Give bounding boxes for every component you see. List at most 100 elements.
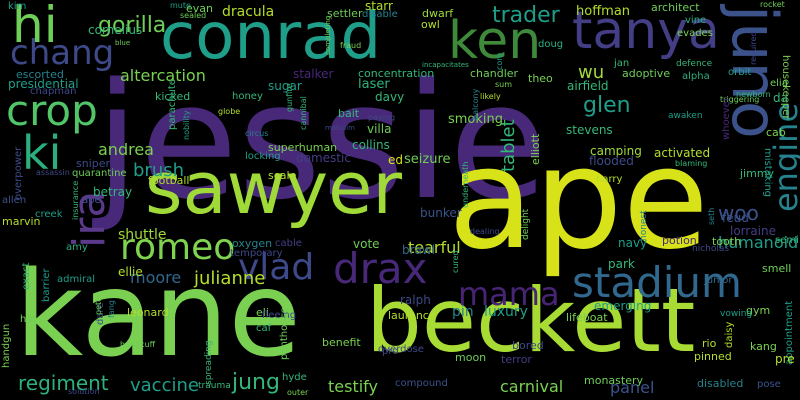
word-hoffman: hoffman (576, 4, 631, 19)
word-pre: pre (775, 352, 795, 366)
word-trader: trader (492, 3, 560, 28)
word-hat: hat (20, 314, 37, 325)
word-honey: honey (232, 91, 263, 102)
word-vote: vote (353, 237, 380, 251)
word-allen: allen (2, 195, 27, 206)
word-cornelius: cornelius (88, 23, 143, 37)
word-sawyer: sawyer (145, 146, 403, 230)
word-whoever: whoever (721, 97, 732, 140)
word-creek: creek (35, 209, 63, 220)
word-crop: crop (6, 86, 98, 135)
word-conrad: conrad (160, 0, 382, 74)
word-paying: paying (368, 113, 396, 122)
word-quarantine: quarantine (72, 168, 127, 179)
word-settler: settler (327, 7, 363, 20)
word-terror: terror (501, 353, 532, 366)
word-fraud: fraud (340, 41, 362, 50)
word-solution: solution (68, 387, 100, 396)
word-activated: activated (654, 146, 711, 160)
word-semi: semi (775, 235, 799, 246)
word-exact: exact (21, 262, 32, 290)
word-altercation: altercation (120, 66, 206, 85)
word-football: football (148, 174, 190, 187)
word-jung: jung (232, 370, 280, 395)
word-outer: outer (287, 388, 309, 397)
word-assassin: assassin (36, 168, 70, 177)
word-alpha: alpha (682, 71, 710, 82)
word-moon: moon (455, 351, 487, 364)
word-davy: davy (375, 90, 405, 104)
word-mistaking: mistaking (762, 148, 773, 198)
word-blaming: blaming (675, 159, 708, 168)
word-regiment: regiment (18, 371, 109, 395)
word-jessie: jessie (95, 48, 548, 235)
word-emerging: emerging (594, 299, 652, 313)
word-evan: evan (186, 2, 213, 15)
word-caf: caf (256, 323, 272, 334)
word-vaccine: vaccine (130, 375, 199, 396)
word-honest: honest (639, 210, 649, 241)
word-amy: amy (66, 242, 88, 253)
word-escorted: escorted (16, 68, 64, 81)
word-mute: mute (170, 1, 191, 10)
word-vowing: vowing (720, 309, 753, 319)
word-ralph: ralph (400, 293, 431, 307)
word-delight: delight (521, 208, 531, 240)
word-gunfire: gunfire (285, 83, 294, 112)
word-ellie: ellie (118, 265, 143, 279)
word-smoking: smoking (448, 112, 504, 127)
word-abe: abe (82, 195, 101, 206)
word-brush: brush (133, 160, 185, 181)
word-stalker: stalker (293, 67, 334, 81)
word-overpower: overpower (13, 146, 24, 200)
word-tearful: tearful (408, 238, 461, 257)
word-bait: bait (338, 107, 360, 120)
word-balcony: balcony (471, 88, 480, 120)
word-disabled: disabled (697, 377, 744, 390)
word-gorilla: gorilla (98, 13, 167, 38)
word-ape: ape (448, 118, 709, 281)
word-domestic: domestic (296, 151, 351, 165)
word-starr: starr (365, 0, 393, 13)
word-spreading: spreading (204, 340, 214, 385)
word-pinned: pinned (694, 350, 732, 363)
word-pose: pose (757, 379, 781, 390)
word-chapman: chapman (30, 86, 77, 97)
word-newborn: newborn (736, 90, 771, 99)
word-circus: circus (245, 129, 269, 138)
word-kang: kang (750, 340, 777, 353)
word-handcuff: handcuff (120, 340, 156, 349)
word-penthouse: penthouse (279, 307, 290, 360)
word-pete: pete (94, 296, 103, 315)
word-ken: ken (448, 11, 542, 71)
word-navy: navy (618, 236, 648, 250)
word-required: required (749, 31, 758, 65)
word-defence: defence (676, 59, 713, 69)
word-hyde: hyde (282, 372, 307, 383)
word-fang: fang (107, 300, 116, 318)
word-beckett: beckett (366, 269, 696, 372)
word-doug: doug (538, 39, 564, 50)
word-airfield: airfield (567, 79, 609, 93)
word-tooth: tooth (712, 235, 742, 248)
word-seizure: seizure (404, 152, 451, 167)
word-carnival: carnival (500, 377, 564, 396)
word-owl: owl (421, 18, 440, 31)
word-smell: smell (762, 262, 792, 275)
word-testify: testify (328, 377, 378, 396)
word-chang: chang (10, 33, 115, 73)
word-sealed: sealed (180, 11, 207, 20)
word-betray: betray (93, 185, 133, 199)
word-ed: ed (388, 153, 403, 167)
word-marvin: marvin (2, 215, 41, 228)
word-brawl: brawl (402, 243, 436, 257)
word-julianne: julianne (194, 268, 266, 289)
word-overdose: overdose (378, 344, 424, 355)
word-jan: jan (614, 58, 630, 69)
word-sugar: sugar (268, 79, 302, 93)
word-elia: elia (770, 78, 788, 89)
word-dracula: dracula (222, 4, 275, 20)
word-jimmy: jimmy (740, 167, 775, 180)
word-villa: villa (367, 122, 392, 136)
word-tablet: tablet (498, 119, 519, 172)
